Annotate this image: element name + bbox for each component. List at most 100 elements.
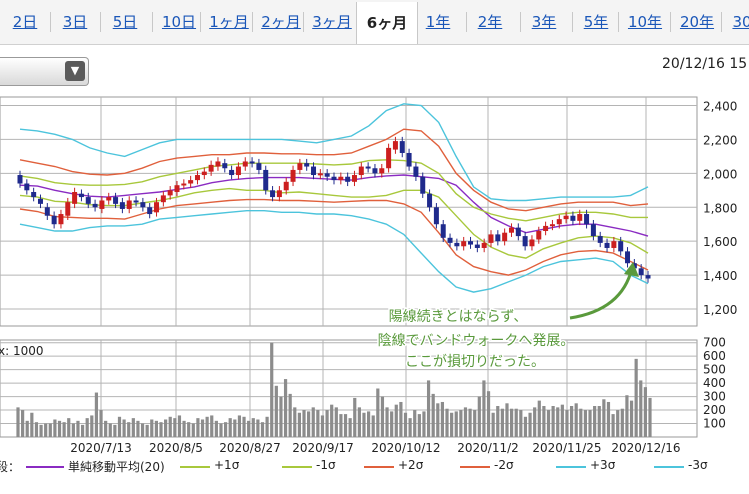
series-line-6 (19, 209, 649, 293)
candle-body (65, 202, 71, 216)
volume-bar (150, 419, 154, 437)
tab-0[interactable]: 2日 (12, 13, 38, 31)
volume-bar (34, 422, 39, 437)
volume-bar (408, 418, 412, 437)
volume-bar (629, 400, 634, 437)
tab-1[interactable]: 3日 (62, 13, 88, 31)
volume-bar (76, 420, 80, 437)
tab-13[interactable]: 20年 (679, 13, 715, 31)
volume-bar (131, 418, 135, 437)
volume-bar (182, 420, 186, 437)
price-y-tick: 1,600 (703, 235, 737, 249)
annotation-line-2: ここが損切りだった。 (405, 354, 545, 370)
tab-separator (572, 12, 573, 32)
tab-10[interactable]: 3年 (531, 13, 557, 31)
volume-bar (477, 396, 481, 437)
volume-bar (136, 420, 140, 437)
volume-bar (413, 410, 417, 437)
legend-item-2: -1σ (316, 458, 336, 472)
volume-bar (16, 407, 20, 437)
volume-bar (546, 410, 551, 437)
volume-bar (376, 388, 380, 437)
volume-bar (569, 406, 574, 437)
candle-body (174, 185, 180, 192)
legend-item-3: +2σ (398, 458, 424, 472)
tab-11[interactable]: 5年 (583, 13, 609, 31)
candle-body (379, 168, 385, 174)
volume-bar (297, 412, 302, 437)
tab-12[interactable]: 10年 (627, 13, 663, 31)
volume-bar (288, 393, 292, 437)
annotation-arrow (569, 267, 634, 320)
volume-bar (486, 391, 491, 437)
legend-swatch (26, 466, 64, 468)
candle-body (536, 231, 542, 240)
volume-bar (80, 424, 85, 437)
volume-bar (127, 422, 131, 437)
volume-bar (320, 415, 325, 437)
volume-bar (25, 420, 29, 437)
volume-bar (270, 342, 274, 437)
tab-2[interactable]: 5日 (112, 13, 138, 31)
tab-separator (618, 12, 619, 32)
volume-bar (648, 397, 652, 437)
volume-bar (542, 406, 546, 437)
tab-4[interactable]: 1ヶ月 (209, 13, 249, 31)
chevron-down-icon[interactable]: ▼ (65, 61, 85, 81)
candle-body (215, 161, 221, 167)
candle-body (427, 193, 433, 208)
volume-bar (307, 411, 311, 437)
volume-y-tick: 400 (703, 376, 726, 390)
volume-bar (519, 410, 523, 437)
candle-body (208, 164, 214, 172)
volume-bar (625, 395, 629, 437)
series-line-5 (19, 103, 649, 202)
tab-8[interactable]: 1年 (425, 13, 451, 31)
tab-5[interactable]: 2ヶ月 (261, 13, 301, 31)
volume-bar (67, 418, 71, 437)
candle-body (604, 242, 610, 248)
tab-6[interactable]: 3ヶ月 (312, 13, 352, 31)
volume-bar (339, 414, 343, 437)
x-tick-label: 2020/11/25 (532, 441, 601, 455)
volume-bar (353, 397, 357, 437)
volume-bar (187, 422, 191, 437)
price-y-tick: 1,400 (703, 269, 737, 283)
volume-bar (223, 422, 228, 437)
legend-swatch (460, 466, 490, 468)
volume-bar (514, 408, 518, 437)
candle-body (58, 214, 64, 225)
candle-body (372, 168, 378, 174)
volume-bar (459, 410, 463, 437)
candle-body (188, 180, 194, 184)
candle-body (133, 200, 139, 203)
annotation-line-1: 陰線でバンドウォークへ発展。 (378, 333, 575, 349)
tab-7[interactable]: 6ヶ月 (356, 2, 418, 44)
volume-bar (385, 407, 389, 437)
tab-14[interactable]: 30 (732, 13, 749, 31)
candle-body (290, 169, 296, 182)
volume-bar (357, 407, 361, 437)
legend-swatch (180, 466, 210, 468)
candle-body (488, 234, 494, 243)
candle-body (276, 190, 282, 198)
indicator-select[interactable]: ▼ (0, 57, 89, 86)
candle-body (92, 203, 98, 208)
volume-bar (154, 420, 158, 437)
volume-bar (565, 410, 569, 437)
candle-body (160, 195, 166, 203)
chart-timestamp: 20/12/16 15 (662, 56, 748, 72)
candle-body (502, 232, 508, 242)
candle-body (522, 236, 528, 247)
volume-bar (117, 416, 122, 437)
series-line-3 (19, 128, 649, 212)
tab-3[interactable]: 10日 (161, 13, 197, 31)
volume-bar (325, 410, 329, 437)
candle-body (99, 200, 105, 209)
volume-bar (108, 423, 112, 437)
candle-body (440, 224, 446, 238)
legend-item-4: -2σ (494, 458, 514, 472)
candle-body (37, 198, 43, 204)
candle-body (31, 191, 37, 198)
tab-9[interactable]: 2年 (477, 13, 503, 31)
